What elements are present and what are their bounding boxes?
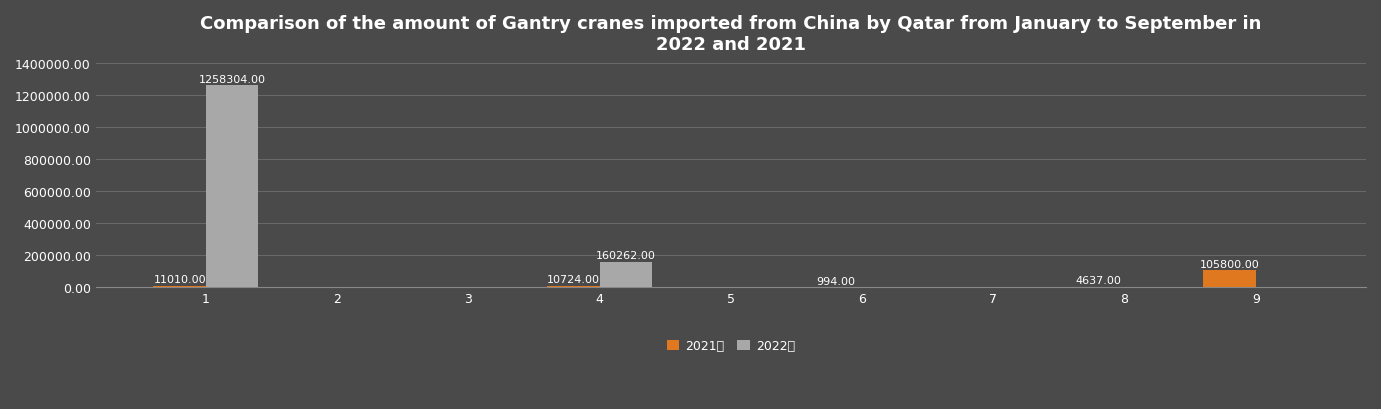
Text: 1258304.00: 1258304.00 [199,75,265,85]
Bar [153,286,206,288]
Bar [1072,287,1124,288]
Bar [547,286,599,288]
Text: 10724.00: 10724.00 [547,274,599,284]
Text: 11010.00: 11010.00 [153,274,206,284]
Text: 105800.00: 105800.00 [1200,259,1259,269]
Text: 994.00: 994.00 [816,276,855,286]
Bar [599,262,652,288]
Title: Comparison of the amount of Gantry cranes imported from China by Qatar from Janu: Comparison of the amount of Gantry crane… [200,15,1262,54]
Bar [1203,271,1255,288]
Bar [206,86,258,288]
Text: 160262.00: 160262.00 [597,250,656,261]
Text: 4637.00: 4637.00 [1076,275,1121,285]
Legend: 2021年, 2022年: 2021年, 2022年 [661,334,800,357]
